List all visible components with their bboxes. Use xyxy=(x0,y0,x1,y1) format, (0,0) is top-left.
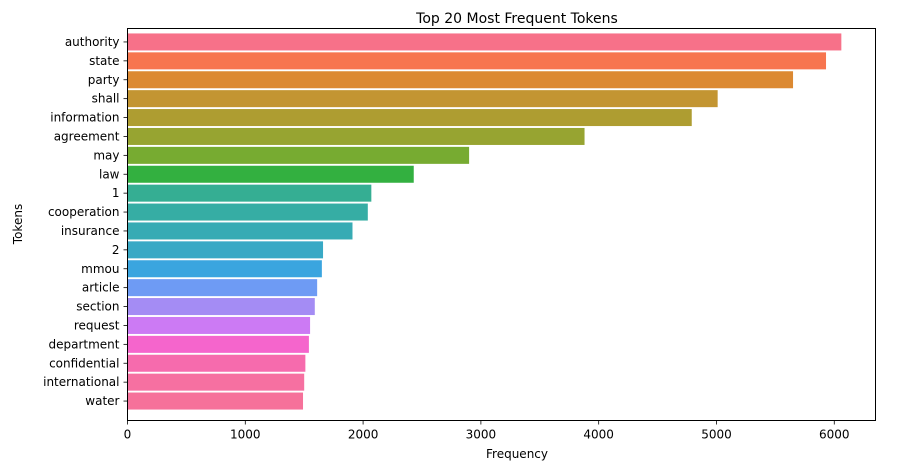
bars-group xyxy=(127,33,842,410)
bar-8 xyxy=(127,184,372,202)
y-tick-label-6: may xyxy=(93,148,119,162)
y-tick-label-5: agreement xyxy=(54,129,120,143)
y-tick-label-16: department xyxy=(49,337,120,351)
x-tick-label-6: 6000 xyxy=(819,428,850,442)
x-axis-ticks: 0 1000 2000 3000 4000 5000 6000 xyxy=(124,420,850,442)
x-axis-label: Frequency xyxy=(486,447,548,461)
y-axis-label: Tokens xyxy=(11,204,25,245)
y-tick-label-19: water xyxy=(85,394,119,408)
bar-19 xyxy=(127,392,304,410)
bar-10 xyxy=(127,222,353,240)
y-tick-label-7: law xyxy=(99,167,120,181)
y-tick-label-3: shall xyxy=(92,92,120,106)
chart-title: Top 20 Most Frequent Tokens xyxy=(415,11,618,27)
x-tick-label-5: 5000 xyxy=(701,428,732,442)
x-tick-label-0: 0 xyxy=(124,428,132,442)
bar-18 xyxy=(127,373,305,391)
y-tick-label-11: 2 xyxy=(112,243,120,257)
y-tick-label-8: 1 xyxy=(112,186,120,200)
bar-0 xyxy=(127,33,842,51)
bar-15 xyxy=(127,316,311,334)
y-tick-label-17: confidential xyxy=(49,356,119,370)
y-tick-label-14: section xyxy=(76,300,119,314)
y-tick-label-13: article xyxy=(82,281,120,295)
bar-13 xyxy=(127,279,318,297)
y-tick-label-1: state xyxy=(89,54,119,68)
y-tick-label-18: international xyxy=(43,375,119,389)
bar-12 xyxy=(127,260,322,278)
x-tick-label-3: 3000 xyxy=(466,428,497,442)
plot-frame xyxy=(127,28,876,421)
y-tick-label-0: authority xyxy=(65,35,120,49)
bar-9 xyxy=(127,203,368,221)
y-tick-label-12: mmou xyxy=(81,262,119,276)
x-tick-label-2: 2000 xyxy=(348,428,379,442)
y-tick-label-9: cooperation xyxy=(48,205,120,219)
y-tick-label-15: request xyxy=(74,318,120,332)
y-axis-ticks: authority state party shall information agree… xyxy=(43,35,128,408)
bar-14 xyxy=(127,298,315,316)
x-tick-label-1: 1000 xyxy=(230,428,261,442)
x-tick-label-4: 4000 xyxy=(583,428,614,442)
y-tick-label-2: party xyxy=(88,73,120,87)
bar-16 xyxy=(127,335,309,353)
bar-3 xyxy=(127,90,718,108)
bar-2 xyxy=(127,71,794,89)
y-tick-label-4: information xyxy=(50,111,119,125)
bar-17 xyxy=(127,354,306,372)
bar-1 xyxy=(127,52,827,70)
bar-5 xyxy=(127,127,585,145)
bar-4 xyxy=(127,109,692,127)
bar-7 xyxy=(127,165,414,183)
y-tick-label-10: insurance xyxy=(61,224,120,238)
bar-6 xyxy=(127,146,470,164)
bar-11 xyxy=(127,241,324,259)
